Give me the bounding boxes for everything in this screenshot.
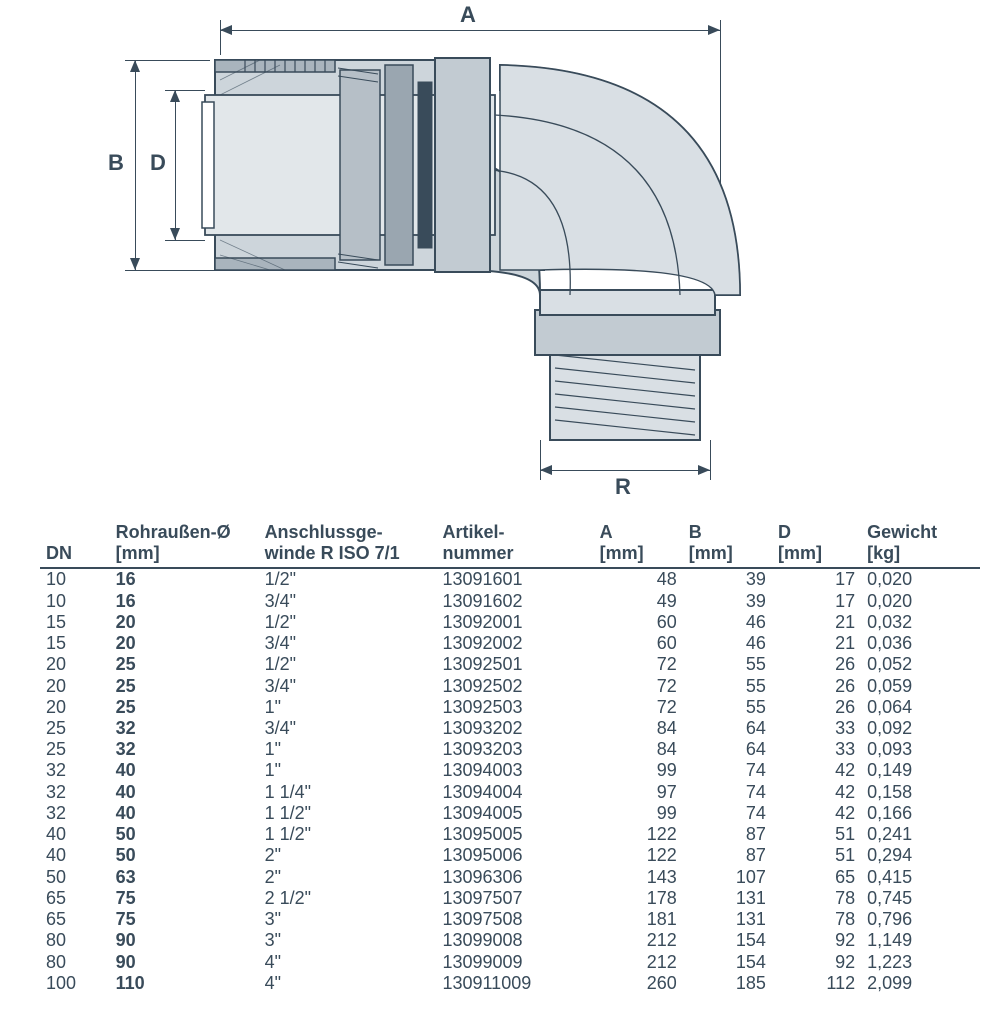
th-rohr: Rohraußen-Ø[mm] bbox=[110, 520, 259, 568]
table-row: 1001104"1309110092601851122,099 bbox=[40, 973, 980, 994]
table-row: 25321"130932038464330,093 bbox=[40, 739, 980, 760]
table-row: 40501 1/2"1309500512287510,241 bbox=[40, 824, 980, 845]
dim-label-b: B bbox=[108, 150, 124, 176]
table-row: 15203/4"130920026046210,036 bbox=[40, 633, 980, 654]
table-row: 40502"1309500612287510,294 bbox=[40, 845, 980, 866]
table-header: DN Rohraußen-Ø[mm] Anschlussge-winde R I… bbox=[40, 520, 980, 568]
elbow-fitting-drawing bbox=[150, 10, 870, 510]
table-row: 65753"13097508181131780,796 bbox=[40, 909, 980, 930]
table-row: 80903"13099008212154921,149 bbox=[40, 930, 980, 951]
th-b: B[mm] bbox=[683, 520, 772, 568]
th-artikel: Artikel-nummer bbox=[436, 520, 593, 568]
table-row: 32401 1/2"130940059974420,166 bbox=[40, 803, 980, 824]
table-row: 20251"130925037255260,064 bbox=[40, 697, 980, 718]
table-row: 32401 1/4"130940049774420,158 bbox=[40, 782, 980, 803]
th-dn: DN bbox=[40, 520, 110, 568]
table-row: 32401"130940039974420,149 bbox=[40, 760, 980, 781]
spec-table: DN Rohraußen-Ø[mm] Anschlussge-winde R I… bbox=[40, 520, 980, 994]
table-row: 10161/2"130916014839170,020 bbox=[40, 568, 980, 590]
table-row: 20251/2"130925017255260,052 bbox=[40, 654, 980, 675]
table-row: 25323/4"130932028464330,092 bbox=[40, 718, 980, 739]
table-row: 20253/4"130925027255260,059 bbox=[40, 676, 980, 697]
table-row: 65752 1/2"13097507178131780,745 bbox=[40, 888, 980, 909]
technical-drawing: A B D R bbox=[150, 10, 870, 510]
table-row: 80904"13099009212154921,223 bbox=[40, 952, 980, 973]
table-body: 10161/2"130916014839170,02010163/4"13091… bbox=[40, 568, 980, 994]
table-row: 50632"13096306143107650,415 bbox=[40, 867, 980, 888]
table-row: 15201/2"130920016046210,032 bbox=[40, 612, 980, 633]
th-d: D[mm] bbox=[772, 520, 861, 568]
th-a: A[mm] bbox=[594, 520, 683, 568]
th-gewicht: Gewicht[kg] bbox=[861, 520, 980, 568]
table-row: 10163/4"130916024939170,020 bbox=[40, 591, 980, 612]
th-gewinde: Anschlussge-winde R ISO 7/1 bbox=[259, 520, 437, 568]
